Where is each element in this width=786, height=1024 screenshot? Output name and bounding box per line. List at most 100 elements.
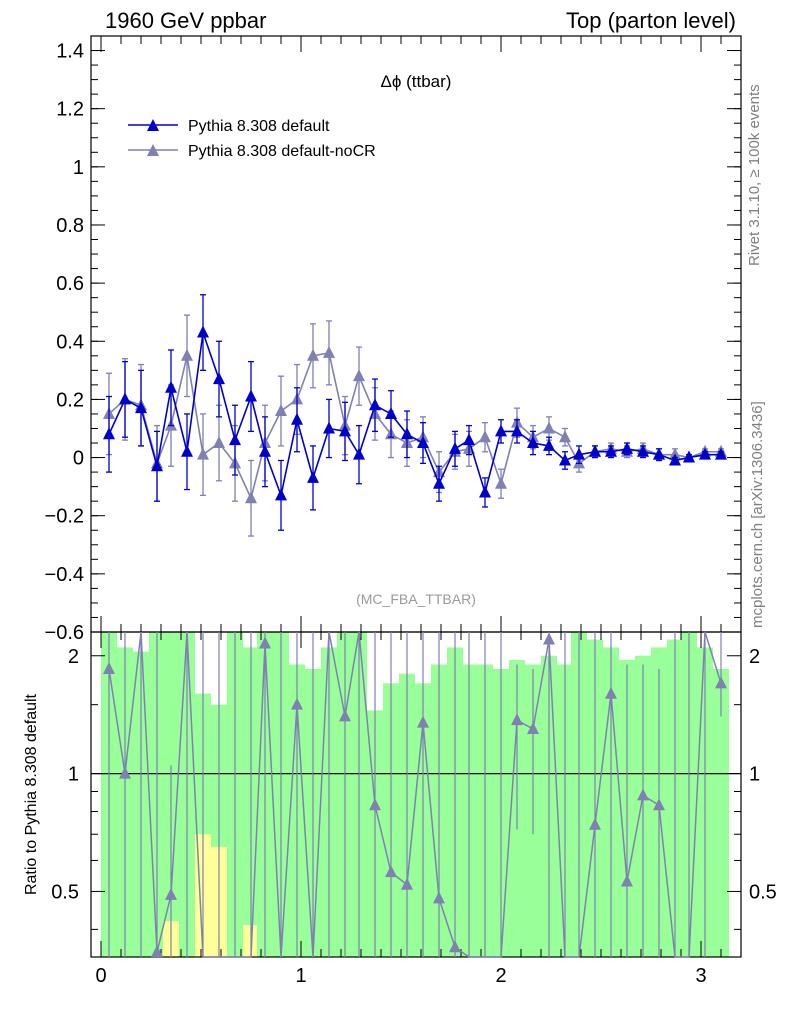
main-y-tick-label: 0 — [73, 448, 84, 470]
x-tick-label: 3 — [695, 965, 706, 987]
ratio-line — [108, 631, 722, 958]
main-y-tick-label: 0.6 — [56, 273, 84, 295]
ratio-point — [119, 766, 131, 779]
main-y-tick-label: 0.8 — [56, 215, 84, 237]
series-nocr — [103, 314, 727, 537]
ratio-point — [589, 817, 601, 830]
legend-marker — [147, 119, 159, 131]
data-point — [103, 427, 115, 440]
data-point — [543, 438, 555, 451]
data-point — [307, 348, 319, 361]
main-y-tick-label: −0.2 — [45, 506, 84, 528]
data-point — [543, 421, 555, 434]
data-point — [621, 441, 633, 454]
x-tick-label: 1 — [295, 965, 306, 987]
ratio-point — [637, 788, 649, 801]
ratio-y-tick-label-right: 2 — [749, 646, 760, 668]
ratio-point — [715, 676, 727, 689]
data-point — [307, 470, 319, 483]
ratio-point — [385, 865, 397, 878]
data-point — [181, 444, 193, 457]
legend-marker — [147, 144, 159, 156]
data-point — [605, 444, 617, 457]
data-point — [213, 372, 225, 385]
data-point — [559, 430, 571, 443]
data-point — [259, 444, 271, 457]
legend-label: Pythia 8.308 default-noCR — [188, 143, 376, 160]
ratio-point — [339, 709, 351, 722]
data-point — [417, 436, 429, 449]
data-point — [573, 447, 585, 460]
series-line — [108, 351, 721, 501]
data-point — [479, 430, 491, 443]
data-point — [165, 380, 177, 393]
main-y-tick-label: 1 — [73, 157, 84, 179]
main-y-tick-label: 1.4 — [56, 41, 84, 63]
legend: Pythia 8.308 default Pythia 8.308 default… — [128, 118, 376, 160]
main-y-axis: −0.6 −0.4 −0.2 0 0.2 0.4 0.6 0.8 1 1.2 1.4 — [45, 35, 741, 644]
data-point — [449, 441, 461, 454]
data-point — [119, 392, 131, 405]
data-point — [683, 450, 695, 463]
ratio-y-tick-label: 1 — [68, 764, 79, 786]
main-y-tick-label: −0.6 — [45, 622, 84, 644]
ratio-series-nocr — [103, 631, 727, 958]
ratio-point — [605, 686, 617, 699]
ratio-point — [511, 713, 523, 726]
analysis-label: (MC_FBA_TTBAR) — [356, 591, 476, 607]
data-point — [245, 389, 257, 402]
data-point — [511, 424, 523, 437]
ratio-point — [165, 887, 177, 900]
ratio-y-axis-label: Ratio to Pythia 8.308 default — [23, 693, 40, 895]
ratio-y-tick-label-right: 1 — [749, 764, 760, 786]
ratio-point — [433, 891, 445, 904]
main-y-tick-label: 1.2 — [56, 99, 84, 121]
ratio-point — [401, 877, 413, 890]
data-point — [135, 401, 147, 414]
ratio-y-tick-label: 2 — [68, 646, 79, 668]
x-axis: 0 1 2 3 — [95, 36, 722, 987]
data-point — [669, 453, 681, 466]
series-line — [108, 332, 721, 499]
data-point — [353, 369, 365, 382]
ratio-point — [653, 798, 665, 811]
main-y-tick-label: 0.2 — [56, 389, 84, 411]
ratio-point — [291, 697, 303, 710]
data-point — [291, 412, 303, 425]
data-point — [527, 436, 539, 449]
data-point — [589, 444, 601, 457]
x-tick-label: 0 — [95, 965, 106, 987]
data-point — [559, 453, 571, 466]
data-point — [151, 459, 163, 472]
data-point — [197, 325, 209, 338]
data-point — [245, 491, 257, 504]
ratio-point — [527, 721, 539, 734]
data-point — [369, 398, 381, 411]
data-point — [339, 424, 351, 437]
ratio-band-inner — [713, 669, 729, 957]
main-y-tick-label: 0.4 — [56, 331, 84, 353]
data-point — [479, 485, 491, 498]
ratio-point — [259, 636, 271, 649]
data-point — [653, 447, 665, 460]
plot-title: Δϕ (ttbar) — [381, 72, 452, 91]
ratio-point — [151, 945, 163, 958]
data-point — [495, 424, 507, 437]
x-tick-label: 2 — [495, 965, 506, 987]
data-point — [637, 444, 649, 457]
ratio-point — [543, 632, 555, 645]
ratio-point — [369, 798, 381, 811]
header-left: 1960 GeV ppbar — [105, 8, 267, 33]
data-point — [197, 447, 209, 460]
data-point — [353, 447, 365, 460]
data-point — [699, 447, 711, 460]
ratio-point — [103, 662, 115, 675]
data-point — [181, 348, 193, 361]
header-right: Top (parton level) — [566, 8, 736, 33]
data-point — [229, 433, 241, 446]
data-point — [715, 447, 727, 460]
legend-label: Pythia 8.308 default — [188, 118, 330, 135]
data-point — [275, 488, 287, 501]
data-point — [385, 406, 397, 419]
